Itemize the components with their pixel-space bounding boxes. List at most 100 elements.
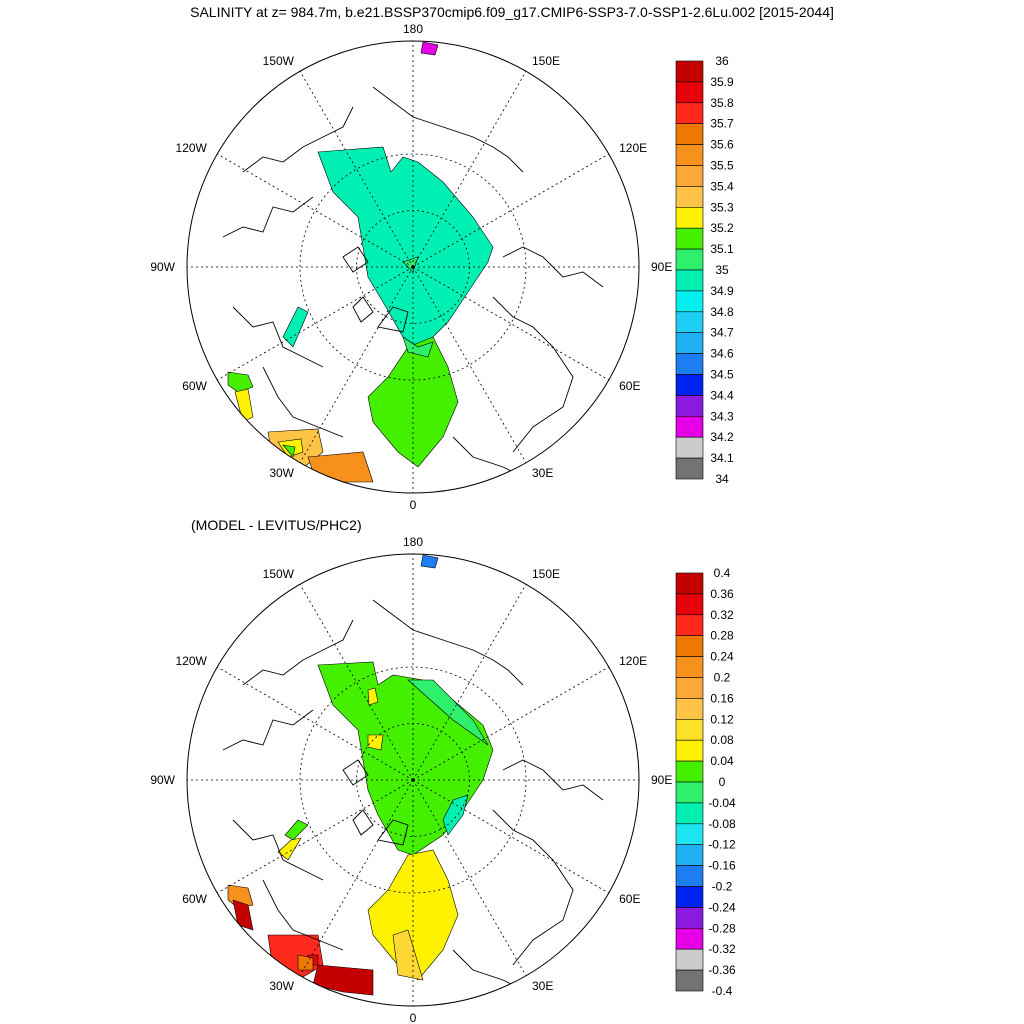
colorbar-swatch bbox=[675, 886, 704, 908]
colorbar-label: 0 bbox=[719, 775, 726, 789]
colorbar-label: 35.9 bbox=[710, 75, 734, 89]
colorbar-label: -0.2 bbox=[712, 880, 733, 894]
colorbar-label: 0.4 bbox=[714, 566, 731, 580]
panel-subtitle: (MODEL - LEVITUS/PHC2) bbox=[191, 517, 362, 533]
colorbar-swatch bbox=[675, 572, 704, 595]
colorbar-label: 35 bbox=[715, 263, 729, 277]
longitude-label: 90W bbox=[150, 260, 175, 274]
colorbar-label: -0.24 bbox=[708, 900, 736, 914]
colorbar-label: -0.36 bbox=[708, 963, 736, 977]
map-area bbox=[187, 41, 639, 493]
longitude-label: 120W bbox=[176, 654, 208, 668]
colorbar-label: 34.3 bbox=[710, 409, 734, 423]
coastline bbox=[492, 809, 574, 966]
map-area bbox=[187, 554, 639, 1006]
coastline bbox=[242, 619, 354, 686]
colorbar-label: -0.04 bbox=[708, 796, 736, 810]
colorbar-label: 35.5 bbox=[710, 159, 734, 173]
colorbar-swatch bbox=[675, 677, 704, 699]
coastline bbox=[452, 436, 524, 478]
colorbar: 36 35.9 35.8 35.7 35.6 35.5 35.4 35.3 35.2 35.1 35… bbox=[675, 54, 734, 486]
longitude-label: 120E bbox=[619, 654, 647, 668]
longitude-label: 90W bbox=[150, 773, 175, 787]
colorbar-swatch bbox=[675, 395, 704, 417]
salinity-region bbox=[234, 388, 254, 423]
longitude-label: 60W bbox=[182, 892, 207, 906]
colorbar-swatch bbox=[675, 844, 704, 866]
coastline bbox=[352, 809, 374, 836]
colorbar-swatch bbox=[675, 656, 704, 678]
colorbar-label: 0.24 bbox=[710, 650, 734, 664]
longitude-label: 90E bbox=[651, 773, 672, 787]
colorbar-label: 36 bbox=[715, 54, 729, 68]
coastline bbox=[262, 366, 344, 438]
longitude-label: 30W bbox=[269, 466, 294, 480]
colorbar-label: 0.36 bbox=[710, 587, 734, 601]
salinity-region bbox=[312, 964, 374, 996]
map-border bbox=[186, 40, 640, 494]
panel-difference: 180 150E 120E 90E 60E 30E 0 30W 60W 90W 120W 150W 0.… bbox=[150, 535, 736, 1024]
latitude-circle bbox=[299, 666, 527, 894]
colorbar-swatch bbox=[675, 186, 704, 208]
salinity-region bbox=[317, 146, 494, 348]
coastline bbox=[342, 759, 369, 786]
salinity-region bbox=[277, 837, 302, 861]
colorbar-swatch bbox=[675, 311, 704, 333]
colorbar-swatch bbox=[675, 227, 704, 250]
colorbar-label: 0.32 bbox=[710, 608, 734, 622]
colorbar-swatch bbox=[675, 802, 704, 825]
longitude-label: 180 bbox=[403, 535, 423, 549]
colorbar-swatch bbox=[675, 102, 704, 125]
colorbar-label: 35.3 bbox=[710, 200, 734, 214]
colorbar-label: 35.7 bbox=[710, 117, 734, 131]
map-border bbox=[186, 553, 640, 1007]
colorbar-swatch bbox=[675, 207, 704, 229]
salinity-region bbox=[442, 794, 469, 836]
colorbar-label: 35.1 bbox=[710, 242, 734, 256]
longitude-label: 0 bbox=[410, 1011, 417, 1024]
longitude-label: 30W bbox=[269, 979, 294, 993]
coastline bbox=[242, 106, 354, 173]
salinity-region bbox=[297, 954, 314, 971]
colorbar-label: 34.2 bbox=[710, 430, 734, 444]
colorbar-swatch bbox=[675, 144, 704, 166]
colorbar-label: -0.4 bbox=[712, 984, 733, 998]
colorbar-swatch bbox=[675, 969, 704, 992]
colorbar-swatch bbox=[675, 718, 704, 741]
colorbar-label: 34.4 bbox=[710, 388, 734, 402]
coastline bbox=[352, 296, 374, 323]
colorbar-swatch bbox=[675, 415, 704, 438]
salinity-region bbox=[420, 554, 439, 569]
longitude-label: 60W bbox=[182, 379, 207, 393]
coastline bbox=[377, 819, 409, 846]
coastline bbox=[492, 296, 574, 453]
longitude-label: 180 bbox=[403, 22, 423, 36]
longitude-label: 90E bbox=[651, 260, 672, 274]
salinity-region bbox=[307, 451, 374, 483]
colorbar-swatch bbox=[675, 760, 704, 783]
longitude-label: 0 bbox=[410, 498, 417, 512]
colorbar-label: -0.12 bbox=[708, 838, 736, 852]
colorbar-swatch bbox=[675, 353, 704, 375]
salinity-region bbox=[227, 371, 254, 393]
colorbar-swatch bbox=[675, 781, 704, 804]
colorbar-swatch bbox=[675, 865, 704, 887]
colorbar-swatch bbox=[675, 81, 704, 104]
coastline bbox=[452, 949, 524, 991]
longitude-label: 120E bbox=[619, 141, 647, 155]
colorbar-label: 0.12 bbox=[710, 712, 734, 726]
colorbar-label: 34.6 bbox=[710, 347, 734, 361]
colorbar-swatch bbox=[675, 374, 704, 396]
colorbar-label: -0.32 bbox=[708, 942, 736, 956]
longitude-label: 150W bbox=[263, 54, 295, 68]
panel-salinity: 180 150E 120E 90E 60E 30E 0 30W 60W 90W 120W 150W 36… bbox=[150, 22, 734, 512]
colorbar-label: 34.8 bbox=[710, 305, 734, 319]
colorbar-label: 35.2 bbox=[710, 221, 734, 235]
coastline bbox=[342, 246, 369, 273]
latitude-circle bbox=[299, 153, 527, 381]
salinity-region bbox=[402, 336, 434, 358]
colorbar-swatch bbox=[675, 698, 704, 720]
colorbar-swatch bbox=[675, 165, 704, 187]
